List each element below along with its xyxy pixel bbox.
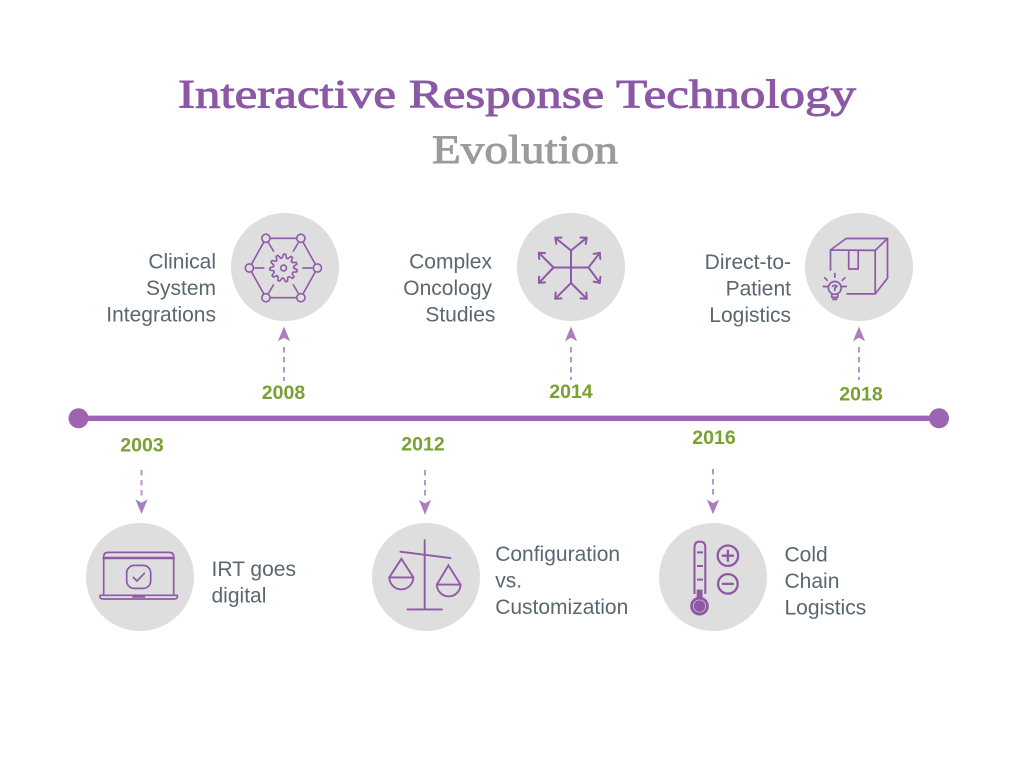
svg-text:Configuration: Configuration xyxy=(495,543,620,566)
svg-text:2014: 2014 xyxy=(549,381,593,403)
svg-text:Chain: Chain xyxy=(785,570,840,593)
svg-text:Integrations: Integrations xyxy=(106,304,216,327)
svg-text:2008: 2008 xyxy=(262,382,306,404)
svg-text:2012: 2012 xyxy=(401,434,445,456)
svg-text:Complex: Complex xyxy=(409,251,492,274)
svg-text:Customization: Customization xyxy=(495,596,628,619)
svg-text:Studies: Studies xyxy=(425,304,495,327)
svg-text:vs.: vs. xyxy=(495,570,522,593)
svg-text:Logistics: Logistics xyxy=(709,304,791,327)
svg-text:Evolution: Evolution xyxy=(432,127,618,172)
svg-text:2016: 2016 xyxy=(692,427,736,449)
svg-text:IRT goes: IRT goes xyxy=(212,558,296,581)
svg-text:Patient: Patient xyxy=(726,278,792,301)
svg-text:Cold: Cold xyxy=(785,544,828,567)
svg-text:Clinical: Clinical xyxy=(148,251,216,274)
svg-text:Direct-to-: Direct-to- xyxy=(705,251,791,274)
svg-text:Logistics: Logistics xyxy=(785,597,867,620)
svg-text:2003: 2003 xyxy=(120,435,164,457)
svg-text:Interactive Response Technolog: Interactive Response Technology xyxy=(178,72,856,117)
svg-text:System: System xyxy=(146,277,216,300)
svg-text:digital: digital xyxy=(212,585,267,608)
svg-text:Oncology: Oncology xyxy=(403,277,492,300)
svg-text:2018: 2018 xyxy=(839,384,883,406)
